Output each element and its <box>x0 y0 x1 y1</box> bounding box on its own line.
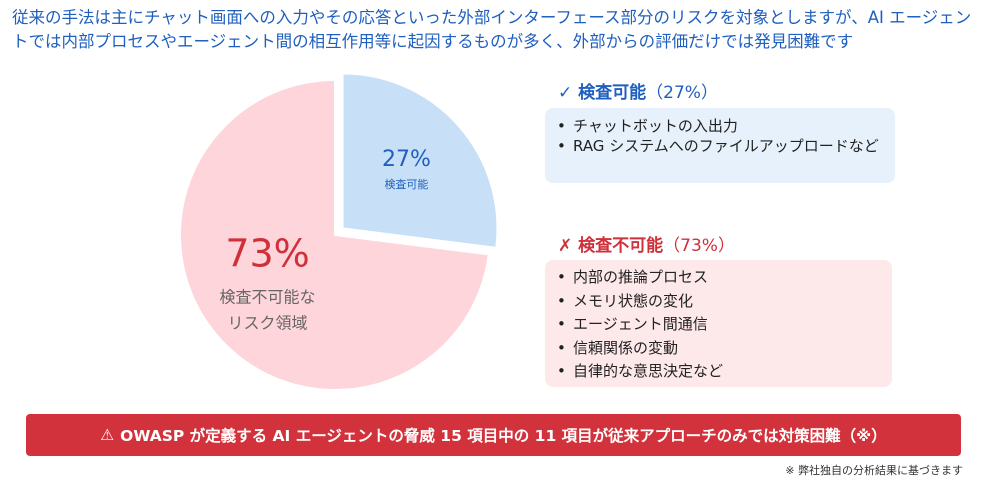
cross-icon: ✗ <box>558 236 573 256</box>
slice-sublabel: 検査可能 <box>384 177 428 191</box>
uninspectable-list: 内部の推論プロセス メモリ状態の変化 エージェント間通信 信頼関係の変動 自律的… <box>545 260 892 384</box>
list-item: チャットボットの入出力 <box>545 116 895 136</box>
pie-slice <box>179 78 490 391</box>
uninspectable-heading: ✗ 検査不可能（73%） <box>558 231 735 256</box>
uninspectable-percent: （73%） <box>663 236 735 256</box>
inspectable-percent: （27%） <box>646 83 718 103</box>
list-item: 自律的な意思決定など <box>545 360 892 384</box>
list-item: 信頼関係の変動 <box>545 337 892 361</box>
inspectable-heading: ✓ 検査可能（27%） <box>558 78 718 103</box>
checkmark-icon: ✓ <box>558 83 573 103</box>
slice-percent-label: 73% <box>225 231 309 275</box>
list-item: メモリ状態の変化 <box>545 290 892 314</box>
list-item: RAG システムへのファイルアップロードなど <box>545 136 895 156</box>
list-item: エージェント間通信 <box>545 313 892 337</box>
banner-text: OWASP が定義する AI エージェントの脅威 15 項目中の 11 項目が従… <box>120 427 887 445</box>
inspectable-list: チャットボットの入出力 RAG システムへのファイルアップロードなど <box>545 108 895 156</box>
pie-slice <box>341 72 499 249</box>
footnote: ※ 弊社独自の分析結果に基づきます <box>785 464 963 477</box>
list-item: 内部の推論プロセス <box>545 266 892 290</box>
headline: 従来の手法は主にチャット画面への入力やその応答といった外部インターフェース部分の… <box>12 8 972 51</box>
slice-sublabel: リスク領域 <box>228 313 308 332</box>
slice-percent-label: 27% <box>382 147 431 172</box>
warning-banner: ⚠ OWASP が定義する AI エージェントの脅威 15 項目中の 11 項目… <box>26 414 961 456</box>
warning-icon: ⚠ <box>100 426 115 444</box>
inspectable-panel: チャットボットの入出力 RAG システムへのファイルアップロードなど <box>545 108 895 183</box>
uninspectable-title: 検査不可能 <box>578 236 664 256</box>
inspectable-title: 検査可能 <box>578 83 647 103</box>
uninspectable-panel: 内部の推論プロセス メモリ状態の変化 エージェント間通信 信頼関係の変動 自律的… <box>545 260 892 387</box>
slice-sublabel: 検査不可能な <box>220 287 316 306</box>
